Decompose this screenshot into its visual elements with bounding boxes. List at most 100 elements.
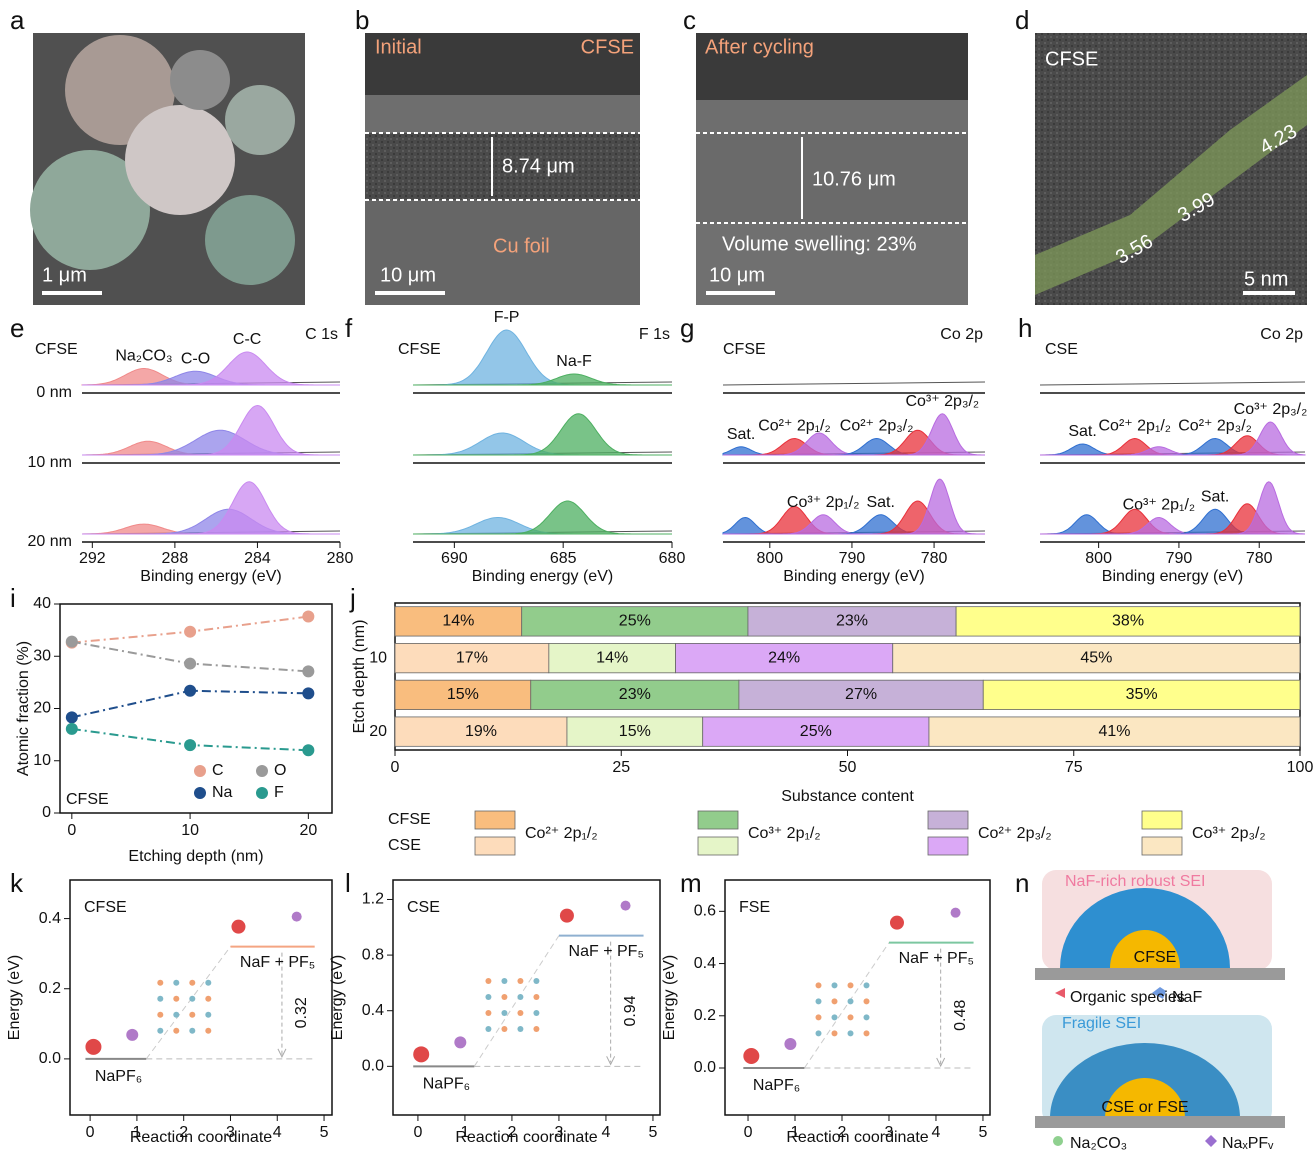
peak-label: Co²⁺ 2p₁/₂: [758, 418, 831, 435]
annotation: CFSE: [66, 791, 109, 808]
baseline: [1040, 382, 1305, 385]
molecule: [621, 901, 631, 911]
value-label: 25%: [800, 723, 832, 740]
x-tick-label: 4: [601, 1124, 610, 1141]
value-label: 24%: [768, 649, 800, 666]
x-tick-label: 0: [391, 759, 400, 776]
level-label: NaPF₆: [753, 1077, 800, 1094]
level-label: NaPF₆: [423, 1076, 470, 1093]
x-axis-label: Substance content: [781, 788, 914, 805]
plot-frame: [60, 604, 332, 813]
point: [302, 611, 314, 623]
x-tick-label: 4: [273, 1124, 282, 1141]
y-tick-label: 0.6: [694, 903, 716, 920]
label: NaF-rich robust SEI: [1065, 873, 1205, 890]
scale-bar-label: 5 nm: [1244, 268, 1288, 290]
structure-atom: [189, 1028, 195, 1034]
structure-atom: [189, 996, 195, 1002]
image-label: 10.76 μm: [812, 168, 896, 190]
depth-label: 0 nm: [36, 384, 72, 401]
baseline: [723, 382, 985, 385]
label: Organic species: [1070, 989, 1185, 1006]
annotation: CFSE: [84, 899, 127, 916]
x-axis-label: Etching depth (nm): [128, 848, 263, 865]
y-tick-label: 10: [33, 752, 51, 769]
peak-label: Co²⁺ 2p₁/₂: [1098, 418, 1171, 435]
y-tick-label: 0.8: [362, 946, 384, 963]
structure-atom: [157, 980, 163, 986]
image-label: Initial: [375, 36, 422, 58]
panel-letter: h: [1018, 313, 1032, 343]
structure-atom: [173, 1012, 179, 1018]
panel-title: Co 2p: [940, 326, 983, 343]
molecule: [890, 916, 904, 930]
legend-label: C: [212, 762, 224, 779]
molecule: [292, 912, 302, 922]
legend-label: Co³⁺ 2p₁/₂: [748, 825, 821, 842]
legend-label: O: [274, 762, 286, 779]
x-tick-label: 0: [413, 1124, 422, 1141]
peak: [413, 330, 672, 385]
sample-label: CFSE: [398, 341, 441, 358]
structure-atom: [848, 1030, 854, 1036]
peak-label: Co³⁺ 2p₁/₂: [787, 494, 860, 511]
peak-label: C-C: [233, 331, 261, 348]
panel-letter: m: [680, 868, 702, 898]
x-tick-label: 288: [162, 550, 189, 567]
legend-label: Co²⁺ 2p₁/₂: [525, 825, 598, 842]
scale-bar-label: 10 μm: [709, 264, 765, 286]
peak-label: Co³⁺ 2p₃/₂: [1234, 401, 1308, 418]
structure-atom: [485, 978, 491, 984]
x-tick-label: 780: [1246, 550, 1273, 567]
x-tick-label: 280: [327, 550, 354, 567]
point: [302, 687, 314, 699]
x-tick-label: 800: [756, 550, 783, 567]
point: [184, 658, 196, 670]
structure-atom: [848, 1014, 854, 1020]
x-tick-label: 690: [441, 550, 468, 567]
legend-label: Co³⁺ 2p₃/₂: [1192, 825, 1266, 842]
value-label: 23%: [836, 613, 868, 630]
y-tick-label: 40: [33, 595, 51, 612]
x-tick-label: 50: [839, 759, 857, 776]
structure-atom: [533, 1010, 539, 1016]
x-tick-label: 790: [1166, 550, 1193, 567]
panel-title: C 1s: [305, 326, 338, 343]
y-axis-label: Energy (eV): [329, 955, 346, 1040]
peak-label: Co³⁺ 2p₃/₂: [905, 393, 979, 410]
x-tick-label: 0: [67, 822, 76, 839]
label: Fragile SEI: [1062, 1015, 1141, 1032]
molecule: [951, 908, 961, 918]
peak: [413, 501, 672, 534]
peak-label: Co²⁺ 2p₃/₂: [840, 418, 914, 435]
structure-atom: [173, 996, 179, 1002]
energy-difference: 0.94: [622, 995, 639, 1026]
legend-swatch: [475, 811, 515, 829]
panel-letter: g: [680, 313, 694, 343]
legend-swatch: [1142, 811, 1182, 829]
panel-letter: k: [10, 868, 24, 898]
y-tick-label: 0.4: [39, 910, 61, 927]
structure-atom: [816, 998, 822, 1004]
legend-swatch: [698, 811, 738, 829]
structure-atom: [205, 1012, 211, 1018]
value-label: 45%: [1080, 649, 1112, 666]
energy-difference: 0.48: [952, 1000, 969, 1031]
structure-atom: [832, 998, 838, 1004]
y-tick-label: 0.0: [362, 1058, 384, 1075]
y-tick-label: 0.4: [362, 1002, 384, 1019]
legend-row-label: CFSE: [388, 811, 431, 828]
value-label: 27%: [845, 686, 877, 703]
label: NaF: [1172, 989, 1202, 1006]
guide: [146, 947, 230, 1059]
image-label: CFSE: [581, 36, 634, 58]
structure-atom: [816, 1014, 822, 1020]
x-axis-label: Reaction coordinate: [130, 1129, 272, 1146]
value-label: 23%: [619, 686, 651, 703]
point: [66, 711, 78, 723]
label: NaₓPFᵥ: [1222, 1135, 1274, 1152]
x-tick-label: 780: [921, 550, 948, 567]
x-tick-label: 685: [550, 550, 577, 567]
molecule: [85, 1039, 101, 1055]
x-tick-label: 680: [659, 550, 686, 567]
